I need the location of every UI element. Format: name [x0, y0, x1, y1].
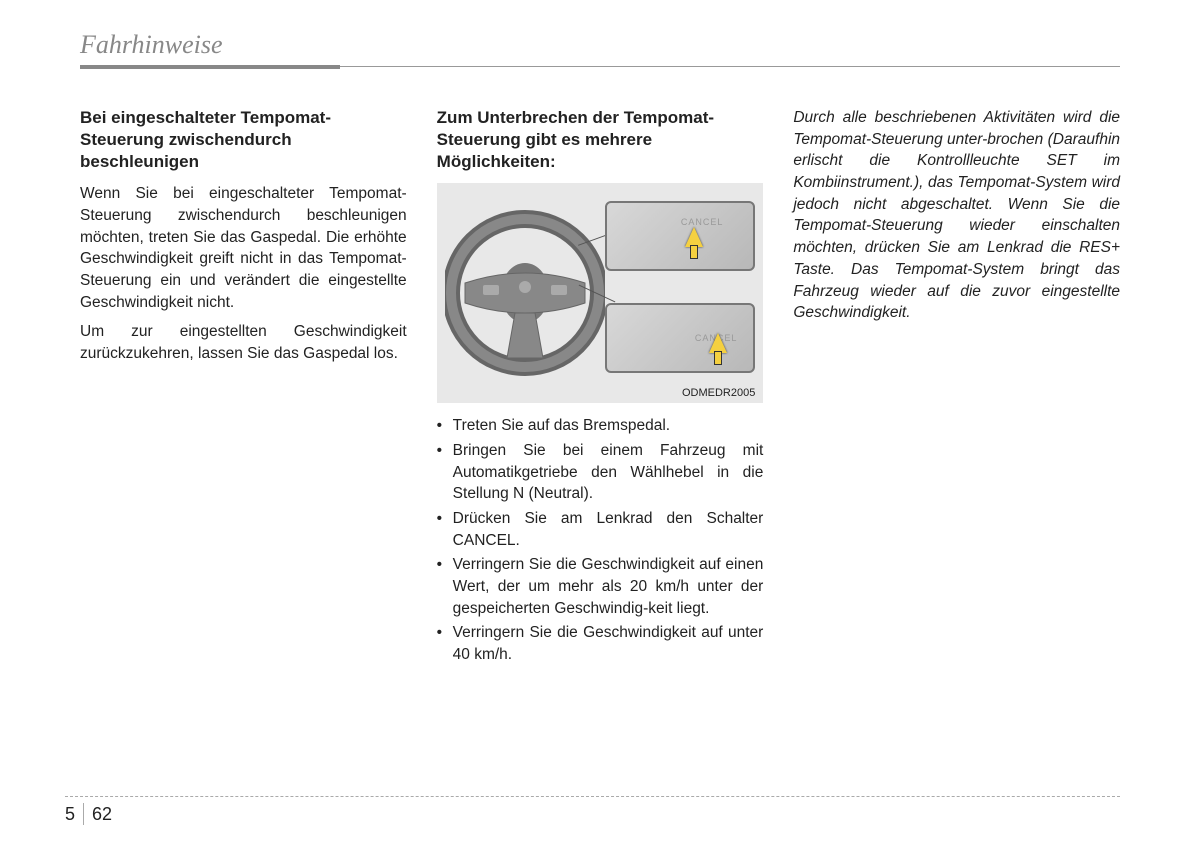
list-item: Verringern Sie die Geschwindigkeit auf e…	[437, 554, 764, 619]
arrow-up-icon	[685, 227, 703, 247]
arrow-stem	[690, 245, 698, 259]
header-title: Fahrhinweise	[80, 30, 1120, 60]
col1-heading: Bei eingeschalteter Tempomat-Steuerung z…	[80, 107, 407, 173]
footer-line	[65, 796, 1120, 797]
col1-para2: Um zur eingestellten Geschwindigkeit zur…	[80, 321, 407, 364]
page-footer: 5 62	[65, 796, 1120, 825]
cancel-detail-bottom: CANCEL	[605, 303, 755, 373]
page-number: 5 62	[65, 803, 1120, 825]
page-header: Fahrhinweise	[80, 30, 1120, 67]
content-columns: Bei eingeschalteter Tempomat-Steuerung z…	[80, 107, 1120, 669]
cancel-label-top: CANCEL	[681, 217, 724, 227]
arrow-up-icon	[709, 333, 727, 353]
cancel-detail-top: CANCEL	[605, 201, 755, 271]
list-item: Verringern Sie die Geschwindigkeit auf u…	[437, 622, 764, 665]
list-item: Bringen Sie bei einem Fahrzeug mit Autom…	[437, 440, 764, 505]
bullet-list: Treten Sie auf das Bremspedal. Bringen S…	[437, 415, 764, 666]
page-separator	[83, 803, 84, 825]
header-underline	[80, 65, 340, 69]
column-1: Bei eingeschalteter Tempomat-Steuerung z…	[80, 107, 407, 669]
column-3: Durch alle beschriebenen Aktivitäten wir…	[793, 107, 1120, 669]
page-number-value: 62	[92, 804, 112, 825]
steering-wheel-figure: CANCEL CANCEL ODMEDR2005	[437, 183, 764, 403]
col2-heading: Zum Unterbrechen der Tempomat-Steuerung …	[437, 107, 764, 173]
list-item: Drücken Sie am Lenkrad den Schalter CANC…	[437, 508, 764, 551]
chapter-number: 5	[65, 804, 83, 825]
steering-wheel-icon	[445, 193, 605, 393]
figure-label: ODMEDR2005	[682, 387, 755, 399]
col3-para: Durch alle beschriebenen Aktivitäten wir…	[793, 107, 1120, 324]
column-2: Zum Unterbrechen der Tempomat-Steuerung …	[437, 107, 764, 669]
arrow-stem	[714, 351, 722, 365]
list-item: Treten Sie auf das Bremspedal.	[437, 415, 764, 437]
col1-para1: Wenn Sie bei eingeschalteter Tempomat-St…	[80, 183, 407, 313]
